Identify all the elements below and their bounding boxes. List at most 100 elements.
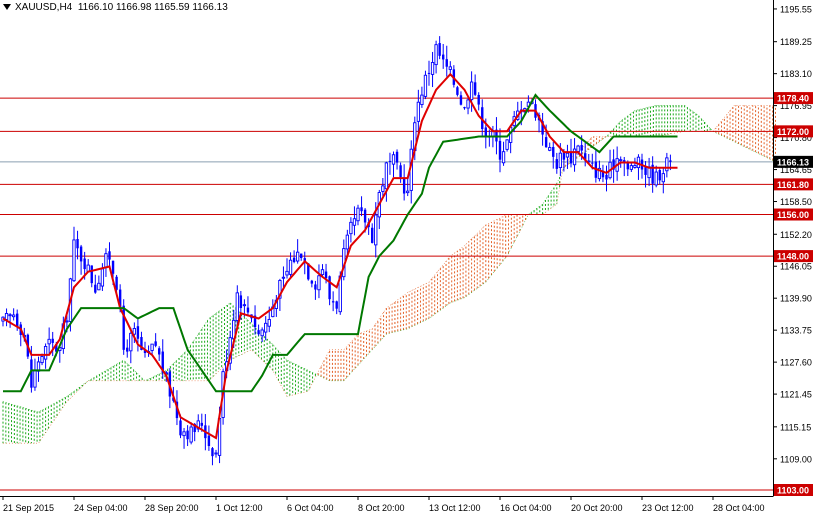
candle-body-up bbox=[374, 214, 378, 246]
candle-body-up bbox=[214, 452, 218, 455]
candle-body-up bbox=[104, 253, 108, 269]
candle-body-up bbox=[430, 62, 435, 75]
candle-body-up bbox=[661, 173, 665, 183]
x-tick-label: 28 Sep 20:00 bbox=[145, 503, 199, 513]
candle-body-down bbox=[463, 107, 466, 109]
x-tick-label: 6 Oct 04:00 bbox=[287, 503, 334, 513]
candle-body-up bbox=[391, 154, 396, 165]
candle-body-up bbox=[8, 314, 12, 317]
candle-body-up bbox=[469, 81, 474, 101]
candle-body-down bbox=[115, 276, 118, 290]
candle-body-down bbox=[51, 338, 54, 343]
candle-body-down bbox=[473, 82, 477, 95]
candle-body-down bbox=[644, 166, 647, 175]
current-price-label: 1166.13 bbox=[777, 157, 809, 167]
y-tick-label: 1133.75 bbox=[780, 326, 812, 336]
symbol-label: XAUUSD,H4 bbox=[15, 2, 73, 13]
level-price-label-bg bbox=[774, 208, 813, 221]
candle-body-down bbox=[200, 422, 203, 426]
candle-body-up bbox=[47, 338, 51, 345]
y-tick-label: 1115.15 bbox=[780, 422, 811, 432]
level-price-label-bg bbox=[774, 250, 813, 263]
candle-body-up bbox=[150, 343, 154, 351]
candle-body-up bbox=[548, 147, 552, 151]
candle-body-down bbox=[79, 246, 83, 262]
dropdown-triangle-icon[interactable] bbox=[3, 4, 11, 11]
candle-body-down bbox=[122, 305, 125, 350]
y-tick-label: 1121.45 bbox=[780, 390, 812, 400]
candle-body-up bbox=[352, 218, 357, 226]
candle-body-down bbox=[253, 315, 257, 328]
y-tick-label: 1109.00 bbox=[780, 454, 812, 464]
candle-body-down bbox=[292, 257, 296, 263]
candle-body-up bbox=[43, 345, 48, 360]
candle-body-down bbox=[16, 313, 19, 327]
candle-body-up bbox=[129, 332, 133, 352]
candle-body-up bbox=[345, 234, 349, 250]
candle-body-up bbox=[132, 328, 136, 335]
candle-body-down bbox=[335, 301, 338, 309]
candle-body-up bbox=[466, 99, 470, 109]
candle-body-down bbox=[438, 43, 441, 56]
candle-body-down bbox=[612, 159, 615, 170]
level-price-label: 1161.80 bbox=[777, 180, 809, 190]
y-tick-label: 1139.90 bbox=[780, 294, 812, 304]
y-tick-label: 1146.05 bbox=[780, 262, 812, 272]
candle-body-down bbox=[314, 284, 317, 290]
candle-body-down bbox=[126, 347, 129, 352]
candle-body-down bbox=[442, 54, 445, 60]
chart-title: XAUUSD,H4 1166.10 1166.98 1165.59 1166.1… bbox=[3, 2, 228, 13]
level-price-label-bg bbox=[774, 92, 813, 105]
candle-body-down bbox=[445, 59, 448, 67]
y-tick-label: 1183.10 bbox=[780, 69, 812, 79]
candle-body-down bbox=[562, 152, 566, 160]
y-tick-label: 1164.65 bbox=[780, 165, 812, 175]
candle-body-up bbox=[572, 148, 577, 166]
candle-body-up bbox=[296, 251, 300, 262]
candle-body-up bbox=[189, 426, 193, 443]
level-price-label-bg bbox=[774, 178, 813, 191]
candle-body-down bbox=[30, 359, 33, 388]
candle-body-down bbox=[55, 344, 58, 352]
candle-body-up bbox=[349, 221, 353, 235]
candle-body-up bbox=[182, 431, 186, 437]
ohlc-readout: 1166.10 1166.98 1165.59 1166.13 bbox=[77, 2, 228, 13]
candle-body-down bbox=[395, 151, 399, 163]
level-price-label-bg bbox=[774, 484, 813, 496]
candle-body-up bbox=[4, 313, 9, 320]
candle-body-down bbox=[143, 349, 147, 354]
candle-body-down bbox=[544, 137, 548, 148]
candle-body-down bbox=[541, 121, 544, 135]
candle-body-down bbox=[207, 435, 211, 447]
candle-body-down bbox=[257, 330, 260, 335]
candle-body-up bbox=[629, 165, 634, 170]
candle-body-down bbox=[601, 170, 605, 178]
tenkan-line bbox=[2, 72, 678, 440]
candle-body-down bbox=[118, 289, 122, 308]
current-price-label-bg bbox=[774, 155, 813, 168]
y-tick-label: 1152.20 bbox=[780, 230, 812, 240]
candle-body-up bbox=[420, 94, 424, 106]
candle-body-down bbox=[186, 430, 189, 440]
candle-body-up bbox=[278, 280, 282, 299]
y-tick-label: 1170.80 bbox=[780, 133, 812, 143]
candle-body-down bbox=[331, 301, 335, 303]
candle-body-up bbox=[565, 152, 570, 158]
y-tick-label: 1176.95 bbox=[780, 101, 812, 111]
candle-body-down bbox=[363, 209, 367, 223]
candle-body-up bbox=[97, 282, 101, 291]
candle-body-up bbox=[33, 370, 37, 388]
candle-body-down bbox=[399, 165, 402, 178]
candle-body-up bbox=[501, 151, 506, 164]
candle-body-down bbox=[402, 177, 406, 194]
candle-body-up bbox=[434, 44, 438, 66]
candle-body-up bbox=[384, 162, 389, 190]
candle-body-up bbox=[285, 270, 289, 276]
candle-body-up bbox=[576, 145, 580, 152]
candle-body-down bbox=[591, 162, 594, 164]
candle-body-down bbox=[158, 348, 161, 355]
candle-body-down bbox=[371, 227, 374, 243]
candle-body-down bbox=[111, 260, 115, 274]
candle-body-up bbox=[100, 268, 105, 287]
